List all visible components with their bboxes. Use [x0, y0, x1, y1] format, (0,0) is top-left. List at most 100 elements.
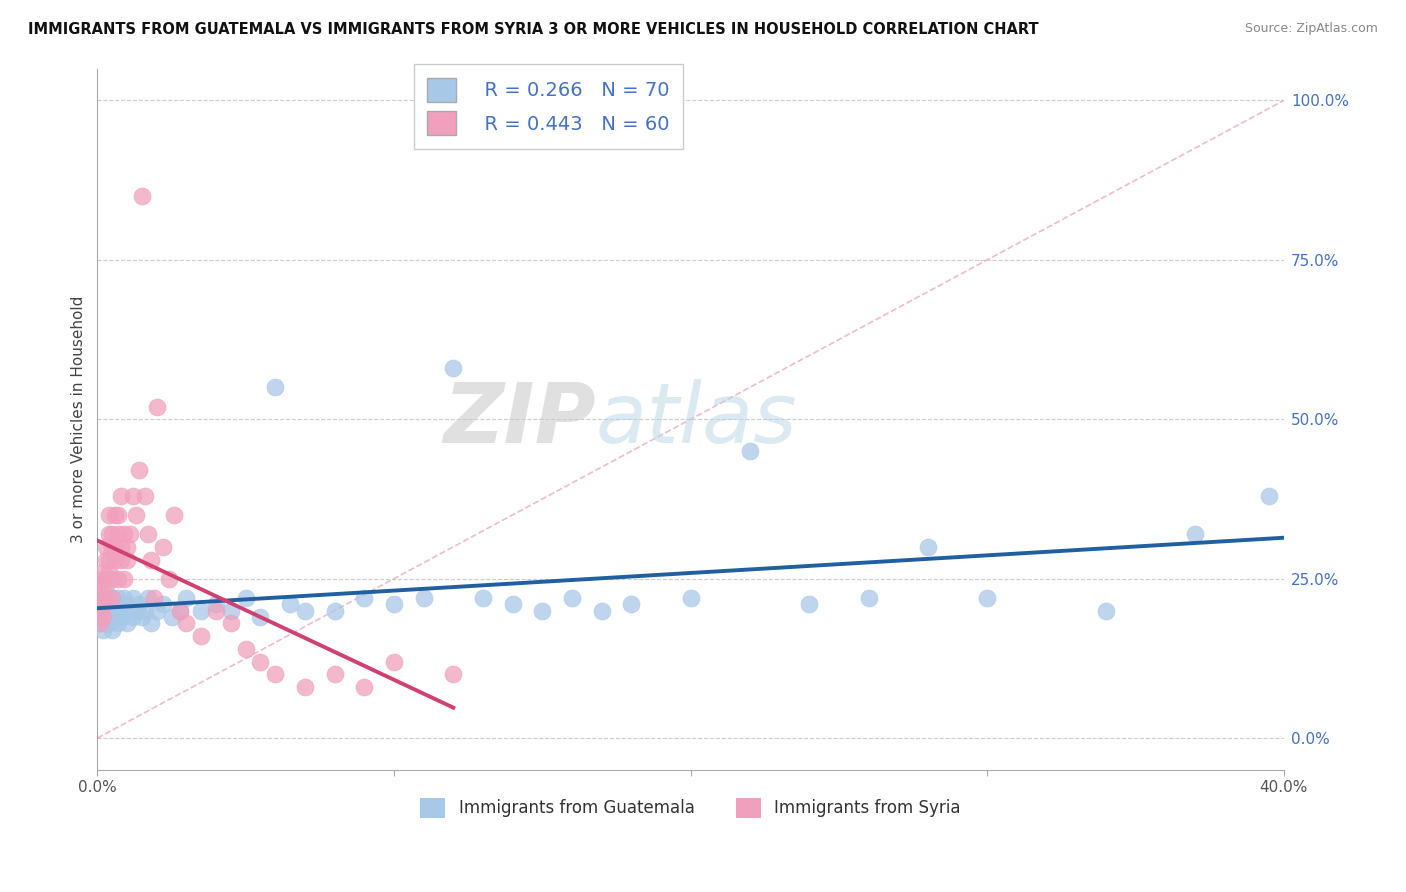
- Point: [799, 597, 821, 611]
- Point: [115, 540, 138, 554]
- Point: [101, 623, 124, 637]
- Point: [89, 616, 111, 631]
- Point: [128, 463, 150, 477]
- Point: [101, 603, 124, 617]
- Point: [110, 489, 132, 503]
- Point: [112, 603, 135, 617]
- Point: [107, 603, 129, 617]
- Point: [115, 603, 138, 617]
- Point: [502, 597, 524, 611]
- Point: [219, 616, 242, 631]
- Point: [679, 591, 702, 605]
- Point: [115, 552, 138, 566]
- Point: [91, 584, 114, 599]
- Point: [131, 610, 153, 624]
- Point: [1184, 527, 1206, 541]
- Point: [131, 189, 153, 203]
- Point: [152, 540, 174, 554]
- Text: ZIP: ZIP: [443, 379, 596, 459]
- Point: [98, 597, 121, 611]
- Point: [110, 597, 132, 611]
- Point: [145, 400, 167, 414]
- Point: [104, 597, 127, 611]
- Point: [101, 572, 124, 586]
- Point: [264, 380, 287, 394]
- Point: [96, 591, 118, 605]
- Point: [89, 603, 111, 617]
- Legend: Immigrants from Guatemala, Immigrants from Syria: Immigrants from Guatemala, Immigrants fr…: [413, 791, 967, 825]
- Point: [101, 540, 124, 554]
- Point: [125, 603, 148, 617]
- Point: [249, 610, 271, 624]
- Point: [1095, 603, 1118, 617]
- Point: [91, 597, 114, 611]
- Point: [118, 527, 141, 541]
- Point: [382, 655, 405, 669]
- Point: [152, 597, 174, 611]
- Point: [620, 597, 643, 611]
- Point: [139, 616, 162, 631]
- Point: [115, 597, 138, 611]
- Point: [107, 572, 129, 586]
- Point: [112, 591, 135, 605]
- Point: [96, 540, 118, 554]
- Point: [412, 591, 434, 605]
- Point: [98, 616, 121, 631]
- Point: [91, 591, 114, 605]
- Point: [441, 667, 464, 681]
- Point: [190, 629, 212, 643]
- Point: [134, 603, 156, 617]
- Point: [107, 527, 129, 541]
- Point: [382, 597, 405, 611]
- Point: [219, 603, 242, 617]
- Point: [89, 591, 111, 605]
- Point: [104, 610, 127, 624]
- Text: atlas: atlas: [596, 379, 797, 459]
- Point: [112, 527, 135, 541]
- Point: [142, 591, 165, 605]
- Point: [96, 597, 118, 611]
- Point: [101, 610, 124, 624]
- Point: [128, 597, 150, 611]
- Point: [101, 591, 124, 605]
- Point: [96, 584, 118, 599]
- Point: [96, 572, 118, 586]
- Text: IMMIGRANTS FROM GUATEMALA VS IMMIGRANTS FROM SYRIA 3 OR MORE VEHICLES IN HOUSEHO: IMMIGRANTS FROM GUATEMALA VS IMMIGRANTS …: [28, 22, 1039, 37]
- Point: [176, 591, 198, 605]
- Point: [976, 591, 998, 605]
- Point: [122, 489, 145, 503]
- Text: Source: ZipAtlas.com: Source: ZipAtlas.com: [1244, 22, 1378, 36]
- Point: [1258, 489, 1281, 503]
- Point: [441, 361, 464, 376]
- Point: [101, 527, 124, 541]
- Point: [235, 641, 257, 656]
- Point: [115, 616, 138, 631]
- Point: [104, 603, 127, 617]
- Point: [136, 591, 159, 605]
- Point: [472, 591, 495, 605]
- Point: [294, 680, 316, 694]
- Point: [107, 591, 129, 605]
- Point: [323, 603, 346, 617]
- Point: [738, 444, 761, 458]
- Point: [91, 623, 114, 637]
- Point: [89, 603, 111, 617]
- Point: [96, 610, 118, 624]
- Point: [98, 552, 121, 566]
- Point: [169, 603, 191, 617]
- Point: [145, 603, 167, 617]
- Point: [353, 680, 375, 694]
- Point: [122, 610, 145, 624]
- Point: [249, 655, 271, 669]
- Point: [104, 508, 127, 522]
- Point: [107, 616, 129, 631]
- Point: [323, 667, 346, 681]
- Point: [278, 597, 301, 611]
- Point: [858, 591, 880, 605]
- Point: [110, 552, 132, 566]
- Point: [91, 572, 114, 586]
- Point: [96, 603, 118, 617]
- Point: [112, 572, 135, 586]
- Point: [176, 616, 198, 631]
- Point: [205, 597, 228, 611]
